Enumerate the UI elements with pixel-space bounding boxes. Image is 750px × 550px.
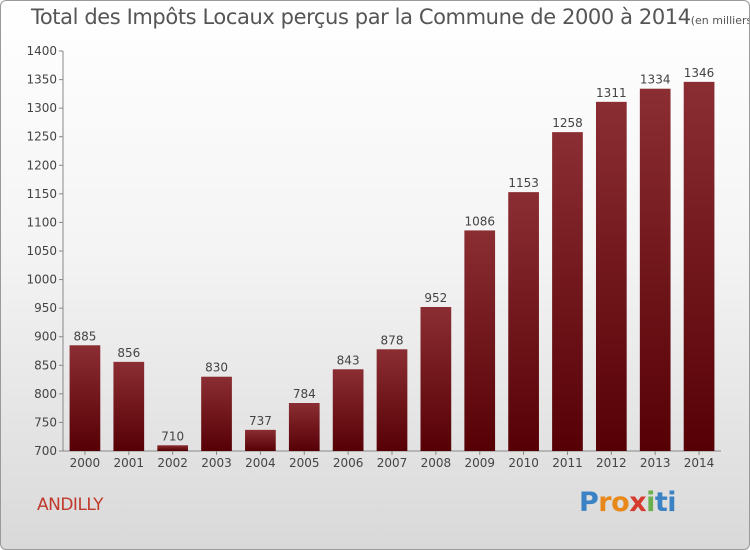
y-axis-ticks: 700 750 800 850 900 950 1000 1050 1100 1150 1200 12… xyxy=(26,44,63,458)
y-tick-label: 1250 xyxy=(26,130,57,144)
data-label-2009: 1086 xyxy=(464,214,495,228)
x-tick-label-2014: 2014 xyxy=(684,456,715,470)
chart-title-unit: (en milliers d'€) xyxy=(690,14,750,27)
x-tick-label-2001: 2001 xyxy=(114,456,145,470)
y-tick-label: 1100 xyxy=(26,215,57,229)
y-tick-label: 700 xyxy=(34,444,57,458)
y-tick-label: 1150 xyxy=(26,187,57,201)
y-tick-label: 1200 xyxy=(26,158,57,172)
x-tick-label-2004: 2004 xyxy=(245,456,276,470)
bar-2009 xyxy=(464,230,496,451)
bar-2007 xyxy=(376,349,408,451)
data-label-2004: 737 xyxy=(249,414,272,428)
logo-letters-ti: ti xyxy=(654,487,677,518)
bar-2001 xyxy=(113,361,145,451)
data-label-2006: 843 xyxy=(337,353,360,367)
x-tick-label-2005: 2005 xyxy=(289,456,320,470)
y-tick-label: 800 xyxy=(34,387,57,401)
data-label-2010: 1153 xyxy=(508,176,539,190)
x-tick-label-2007: 2007 xyxy=(377,456,408,470)
proxiti-logo: Proxiti xyxy=(579,487,677,518)
bar-2014 xyxy=(683,81,715,451)
y-tick-label: 1350 xyxy=(26,73,57,87)
bar-2006 xyxy=(332,369,364,451)
x-tick-label-2011: 2011 xyxy=(552,456,583,470)
bar-2011 xyxy=(552,132,583,451)
chart-title: Total des Impôts Locaux perçus par la Co… xyxy=(31,5,750,29)
x-tick-label-2006: 2006 xyxy=(333,456,364,470)
bar-2005 xyxy=(288,403,320,451)
logo-letter-i: i xyxy=(646,487,655,518)
chart-bars xyxy=(69,81,715,451)
bar-2013 xyxy=(639,88,671,451)
x-tick-label-2013: 2013 xyxy=(640,456,671,470)
y-tick-label: 750 xyxy=(34,415,57,429)
bar-2012 xyxy=(595,101,627,451)
y-tick-label: 1050 xyxy=(26,244,57,258)
commune-name: ANDILLY xyxy=(37,495,104,515)
logo-letter-o: o xyxy=(611,487,630,518)
data-label-2005: 784 xyxy=(293,387,316,401)
y-tick-label: 850 xyxy=(34,358,57,372)
data-label-2003: 830 xyxy=(205,361,228,375)
logo-letter-p: P xyxy=(579,487,599,518)
y-tick-label: 1300 xyxy=(26,101,57,115)
y-tick-label: 900 xyxy=(34,330,57,344)
x-tick-label-2002: 2002 xyxy=(157,456,188,470)
x-tick-label-2000: 2000 xyxy=(70,456,101,470)
x-tick-label-2003: 2003 xyxy=(201,456,232,470)
y-tick-label: 1000 xyxy=(26,273,57,287)
data-label-2008: 952 xyxy=(424,291,447,305)
bar-2000 xyxy=(69,345,101,451)
data-label-2011: 1258 xyxy=(552,116,583,130)
bar-2004 xyxy=(245,429,276,451)
bar-2008 xyxy=(420,307,452,451)
bar-2010 xyxy=(508,192,539,451)
bar-2002 xyxy=(157,445,189,451)
data-label-2001: 856 xyxy=(117,346,140,360)
chart-title-text: Total des Impôts Locaux perçus par la Co… xyxy=(31,5,691,29)
data-label-2002: 710 xyxy=(161,429,184,443)
data-label-2014: 1346 xyxy=(684,66,715,80)
logo-letter-x: x xyxy=(629,487,647,518)
logo-letter-r: r xyxy=(598,487,612,518)
data-labels: 885 856 710 830 737 784 843 878 952 1086 1153 1258 1… xyxy=(73,66,714,443)
x-tick-label-2008: 2008 xyxy=(421,456,452,470)
x-tick-label-2010: 2010 xyxy=(508,456,539,470)
y-tick-label: 950 xyxy=(34,301,57,315)
data-label-2013: 1334 xyxy=(640,73,671,87)
x-tick-label-2012: 2012 xyxy=(596,456,627,470)
x-tick-label-2009: 2009 xyxy=(464,456,495,470)
data-label-2000: 885 xyxy=(73,329,96,343)
y-tick-label: 1400 xyxy=(26,44,57,58)
x-axis-ticks: 2000 2001 2002 2003 2004 2005 2006 2007 2008 2009… xyxy=(70,451,715,470)
data-label-2007: 878 xyxy=(381,333,404,347)
data-label-2012: 1311 xyxy=(596,86,627,100)
bar-2003 xyxy=(201,376,232,451)
